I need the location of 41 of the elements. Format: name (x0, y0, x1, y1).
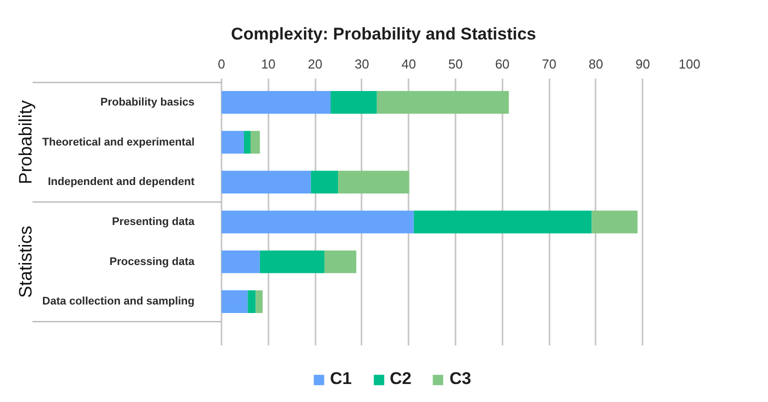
x-tick-label: 40 (401, 56, 416, 72)
bar (244, 130, 251, 154)
x-tick-label: 90 (635, 56, 650, 72)
text: Probability (16, 100, 36, 184)
bar (338, 170, 410, 194)
bar (222, 250, 260, 274)
x-tick-label: 80 (588, 56, 604, 72)
bar (330, 91, 377, 114)
x-tick-label: 10 (261, 56, 276, 72)
legend-label: C3 (449, 369, 472, 389)
y-tick-label: Probability basics (100, 96, 195, 108)
x-tick-label: 20 (308, 56, 322, 72)
x-tick-label: 30 (354, 56, 370, 72)
bar (260, 250, 324, 274)
bar (248, 290, 256, 314)
chart-title: Complexity: Probability and Statistics (231, 24, 536, 44)
x-tick-label: 50 (448, 56, 463, 72)
bar (222, 210, 414, 234)
bar (222, 170, 311, 194)
y-tick-label: Presenting data (112, 216, 196, 228)
y-tick-label: Independent and dependent (48, 176, 195, 188)
x-tick-label: 70 (542, 56, 556, 72)
bar (250, 130, 260, 154)
text: Statistics (16, 226, 36, 298)
bar (376, 91, 509, 114)
bar (414, 210, 592, 234)
x-tick-label: 60 (495, 56, 510, 72)
x-tick-label: 100 (678, 56, 700, 72)
bar (592, 210, 638, 234)
bar (256, 290, 263, 314)
y-tick-label: Data collection and sampling (42, 296, 195, 308)
bar (324, 250, 356, 274)
x-tick-label: 0 (218, 56, 226, 72)
bar (222, 130, 244, 154)
legend-label: C2 (390, 369, 412, 389)
bar (310, 170, 338, 194)
legend-label: C1 (330, 369, 352, 389)
bar (222, 290, 248, 314)
y-tick-label: Theoretical and experimental (42, 136, 194, 148)
bar (222, 91, 331, 114)
y-tick-label: Processing data (110, 256, 196, 268)
